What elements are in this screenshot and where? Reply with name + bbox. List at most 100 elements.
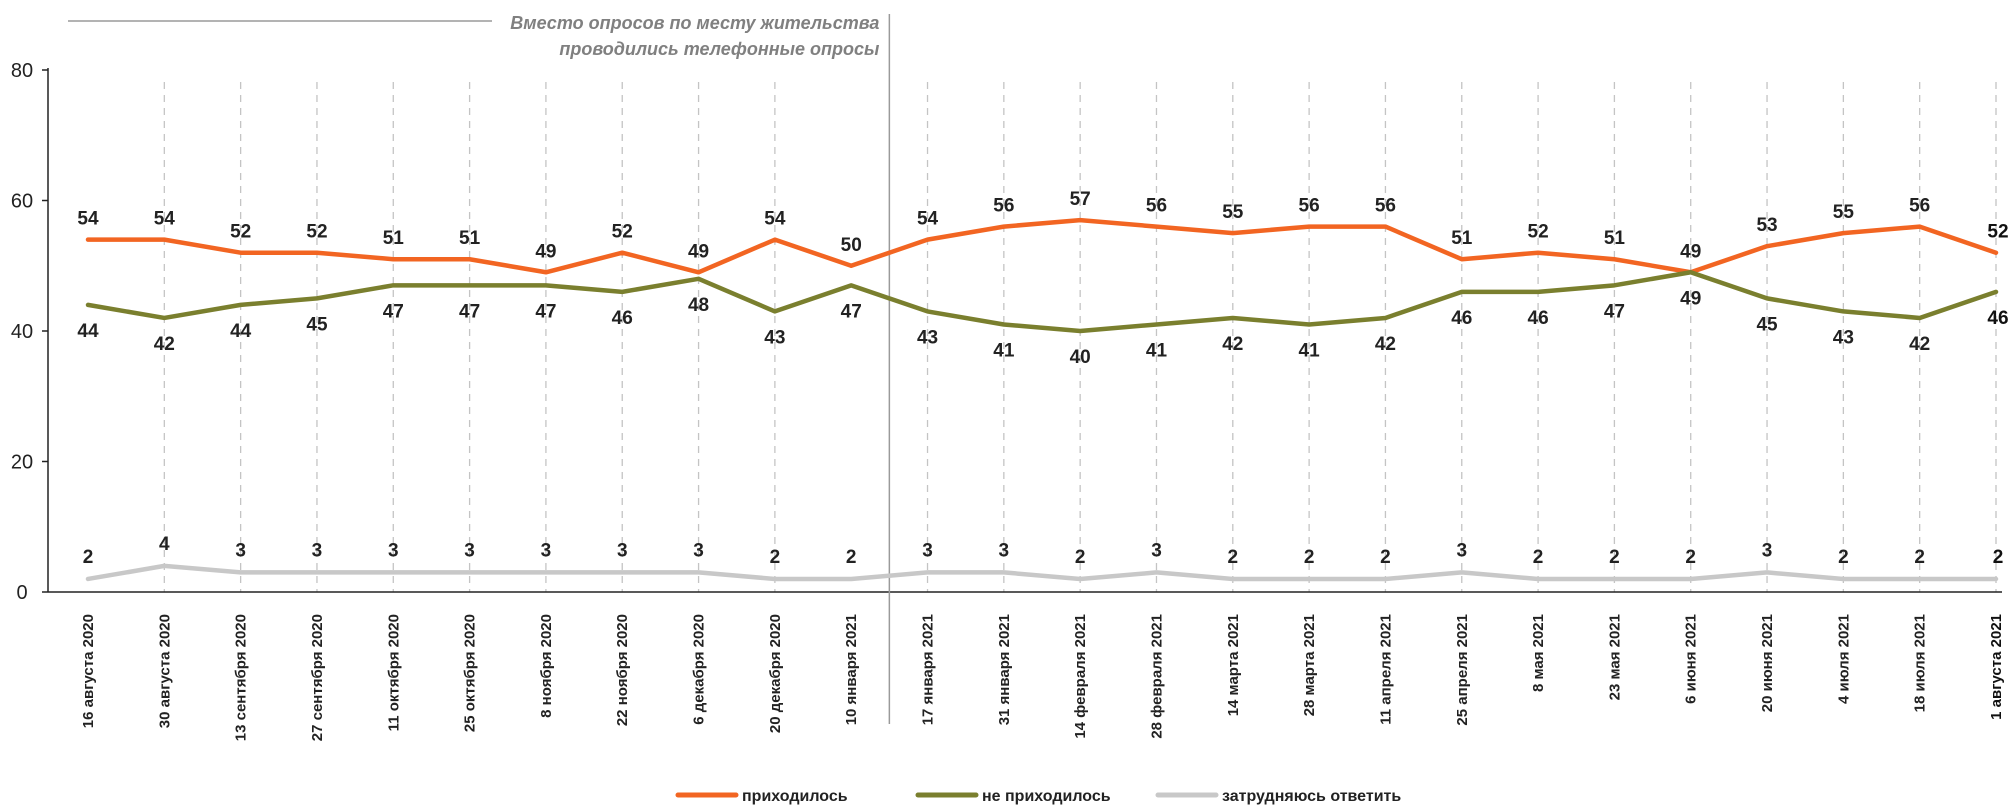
data-label-s0-10: 50 [841, 235, 862, 256]
data-label-s2-4: 3 [388, 540, 399, 561]
data-label-s1-10: 47 [841, 301, 862, 322]
data-label-s1-12: 41 [993, 340, 1015, 361]
x-tick-label-13: 14 февраля 2021 [1072, 614, 1089, 739]
data-label-s1-6: 47 [535, 301, 556, 322]
data-label-s2-17: 2 [1380, 547, 1391, 568]
data-label-s0-14: 56 [1146, 196, 1167, 217]
data-label-s2-7: 3 [617, 540, 628, 561]
data-label-s1-8: 48 [688, 295, 709, 316]
y-tick-label-80: 80 [11, 60, 33, 82]
data-label-s0-2: 52 [230, 222, 251, 243]
legend: приходилось не приходилось затрудняюсь отв… [675, 788, 1401, 805]
x-tick-label-20: 23 мая 2021 [1606, 614, 1623, 700]
data-label-s0-13: 57 [1070, 189, 1091, 210]
data-label-s1-20: 47 [1604, 301, 1625, 322]
data-label-s2-9: 2 [770, 547, 781, 568]
data-label-s0-20: 51 [1604, 228, 1626, 249]
data-label-s1-25: 46 [1987, 308, 2008, 329]
data-label-s2-18: 3 [1456, 540, 1467, 561]
data-label-s1-23: 43 [1833, 327, 1854, 348]
data-label-s2-0: 2 [83, 547, 94, 568]
data-label-s2-22: 3 [1762, 540, 1773, 561]
x-tick-label-10: 10 января 2021 [843, 614, 860, 725]
data-label-s2-5: 3 [464, 540, 475, 561]
x-tick-label-11: 17 января 2021 [920, 614, 937, 725]
x-tick-label-2: 13 сентября 2020 [233, 614, 250, 741]
x-tick-label-3: 27 сентября 2020 [309, 614, 326, 741]
data-label-s2-23: 2 [1838, 547, 1849, 568]
data-label-s0-6: 49 [535, 241, 556, 262]
data-label-s2-12: 3 [999, 540, 1010, 561]
legend-label-2: затрудняюсь ответить [1222, 788, 1401, 805]
x-tick-label-7: 22 ноября 2020 [614, 614, 631, 726]
data-label-s1-13: 40 [1070, 347, 1091, 368]
x-tick-label-0: 16 августа 2020 [80, 614, 97, 728]
data-label-s2-15: 2 [1228, 547, 1239, 568]
data-label-s0-1: 54 [154, 209, 176, 230]
data-label-s2-20: 2 [1609, 547, 1620, 568]
x-tick-label-15: 14 марта 2021 [1225, 614, 1242, 716]
data-label-s2-10: 2 [846, 547, 857, 568]
data-label-s1-19: 46 [1528, 308, 1549, 329]
data-label-s1-16: 41 [1299, 340, 1321, 361]
series-line-0 [85, 217, 1999, 275]
annotation-text-line2: проводились телефонные опросы [559, 39, 880, 59]
data-label-s1-15: 42 [1222, 334, 1243, 355]
data-label-s0-22: 53 [1756, 215, 1777, 236]
x-tick-label-12: 31 января 2021 [996, 614, 1013, 725]
x-tick-label-22: 20 июня 2021 [1759, 614, 1776, 712]
data-label-s1-18: 46 [1451, 308, 1472, 329]
x-tick-label-25: 1 августа 2021 [1988, 614, 2005, 720]
data-label-s1-9: 43 [764, 327, 785, 348]
data-label-s1-1: 42 [154, 334, 175, 355]
data-label-s0-25: 52 [1987, 222, 2008, 243]
data-label-s2-11: 3 [922, 540, 933, 561]
y-tick-label-60: 60 [11, 191, 33, 213]
data-label-s2-24: 2 [1914, 547, 1925, 568]
x-tick-label-17: 11 апреля 2021 [1377, 614, 1394, 725]
grid [163, 82, 1997, 592]
data-label-s0-21: 49 [1680, 241, 1701, 262]
data-label-s0-12: 56 [993, 196, 1014, 217]
y-tick-label-40: 40 [11, 321, 33, 343]
data-label-s1-4: 47 [383, 301, 404, 322]
annotation-text-line1: Вместо опросов по месту жительства [510, 13, 879, 33]
x-tick-label-14: 28 февраля 2021 [1148, 614, 1165, 739]
y-tick-labels: 0 20 40 60 80 [11, 60, 33, 604]
series-line-2 [85, 563, 1999, 582]
phone-survey-annotation: Вместо опросов по месту жительства прово… [68, 13, 891, 724]
data-labels: 54 54 52 52 51 51 49 52 49 54 50 54 56 57 56 55 56 56 51 52… [77, 189, 2008, 568]
x-tick-label-18: 25 апреля 2021 [1454, 614, 1471, 726]
data-label-s0-23: 55 [1833, 202, 1855, 223]
data-label-s2-13: 2 [1075, 547, 1086, 568]
data-label-s0-18: 51 [1451, 228, 1473, 249]
x-tick-label-21: 6 июня 2021 [1683, 614, 1700, 704]
data-label-s1-21: 49 [1680, 288, 1701, 309]
x-tick-label-1: 30 августа 2020 [156, 614, 173, 728]
data-label-s2-1: 4 [159, 534, 170, 555]
x-tick-label-8: 6 декабря 2020 [691, 614, 708, 725]
data-label-s1-24: 42 [1909, 334, 1930, 355]
data-label-s0-15: 55 [1222, 202, 1244, 223]
y-tick-label-20: 20 [11, 452, 33, 474]
x-tick-labels: 16 августа 2020 30 августа 2020 13 сентябр… [80, 614, 2005, 741]
data-label-s2-8: 3 [693, 540, 704, 561]
x-tick-label-6: 8 ноября 2020 [538, 614, 555, 718]
y-tick-label-0: 0 [16, 582, 27, 604]
data-label-s2-16: 2 [1304, 547, 1315, 568]
data-label-s1-14: 41 [1146, 340, 1168, 361]
x-tick-label-19: 8 мая 2021 [1530, 614, 1547, 692]
data-label-s0-3: 52 [306, 222, 327, 243]
data-label-s1-7: 46 [612, 308, 633, 329]
data-label-s1-17: 42 [1375, 334, 1396, 355]
x-tick-label-9: 20 декабря 2020 [767, 614, 784, 733]
data-label-s0-0: 54 [77, 209, 99, 230]
x-tick-label-23: 4 июля 2021 [1835, 614, 1852, 704]
data-label-s0-5: 51 [459, 228, 481, 249]
legend-label-1: не приходилось [982, 788, 1111, 805]
series-lines [85, 217, 1999, 582]
data-label-s0-8: 49 [688, 241, 709, 262]
axes [42, 68, 2002, 593]
data-label-s0-4: 51 [383, 228, 405, 249]
data-label-s0-11: 54 [917, 209, 939, 230]
